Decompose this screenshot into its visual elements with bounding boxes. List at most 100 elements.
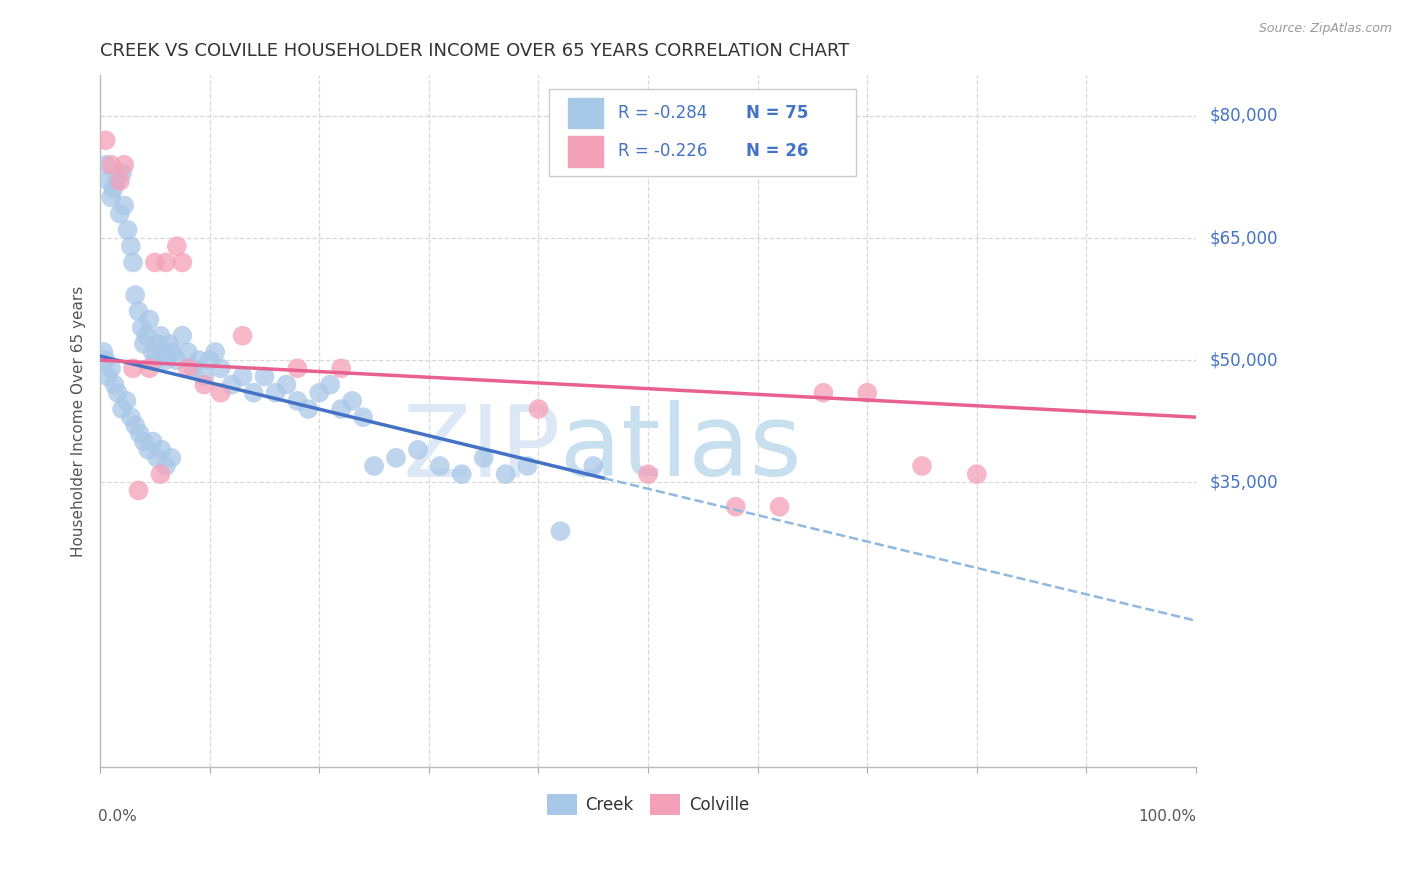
Point xyxy=(142,345,165,359)
Point xyxy=(127,304,149,318)
Text: R = -0.226: R = -0.226 xyxy=(619,143,707,161)
Point xyxy=(768,500,790,514)
Point xyxy=(122,255,145,269)
Point xyxy=(198,353,221,368)
Point xyxy=(103,182,125,196)
Legend: Creek, Colville: Creek, Colville xyxy=(540,788,755,822)
Point xyxy=(242,385,264,400)
Point xyxy=(177,345,200,359)
Point xyxy=(181,361,204,376)
Point xyxy=(813,385,835,400)
Text: ZIP: ZIP xyxy=(402,401,561,498)
Point xyxy=(330,402,353,417)
Text: R = -0.284: R = -0.284 xyxy=(619,104,707,122)
Point xyxy=(330,361,353,376)
Point xyxy=(160,450,183,465)
Point xyxy=(287,393,309,408)
Point xyxy=(100,158,122,172)
Text: $35,000: $35,000 xyxy=(1211,474,1278,491)
Point xyxy=(193,369,215,384)
Point xyxy=(429,458,451,473)
Point xyxy=(516,458,538,473)
Point xyxy=(264,385,287,400)
Point xyxy=(966,467,988,482)
Point xyxy=(232,328,254,343)
Point xyxy=(232,369,254,384)
Point xyxy=(340,393,363,408)
Text: $65,000: $65,000 xyxy=(1211,229,1278,247)
Text: N = 26: N = 26 xyxy=(745,143,808,161)
Point xyxy=(100,361,122,376)
Point xyxy=(221,377,243,392)
Point xyxy=(155,255,177,269)
Point xyxy=(124,418,146,433)
Point xyxy=(124,288,146,302)
Point xyxy=(138,361,160,376)
Point xyxy=(637,467,659,482)
Point xyxy=(115,393,138,408)
Point xyxy=(162,345,184,359)
Point xyxy=(94,158,117,172)
Text: N = 75: N = 75 xyxy=(745,104,808,122)
Point xyxy=(582,458,605,473)
Point xyxy=(152,345,174,359)
Point xyxy=(287,361,309,376)
Point xyxy=(94,133,117,147)
Point xyxy=(132,434,155,449)
Point xyxy=(127,483,149,498)
Bar xyxy=(568,98,603,128)
Point xyxy=(172,255,194,269)
Point xyxy=(146,450,169,465)
Text: $50,000: $50,000 xyxy=(1211,351,1278,369)
Point xyxy=(108,174,131,188)
Point xyxy=(142,434,165,449)
Text: $80,000: $80,000 xyxy=(1211,107,1278,125)
Point xyxy=(135,328,157,343)
Point xyxy=(143,353,166,368)
Point xyxy=(108,206,131,220)
Point xyxy=(128,426,150,441)
Y-axis label: Householder Income Over 65 years: Householder Income Over 65 years xyxy=(72,285,86,557)
Text: 0.0%: 0.0% xyxy=(98,809,136,824)
Point xyxy=(97,174,120,188)
Point xyxy=(297,402,319,417)
Point xyxy=(112,198,135,212)
Point xyxy=(157,337,180,351)
Point xyxy=(166,239,188,253)
Point xyxy=(724,500,747,514)
Point xyxy=(132,337,155,351)
Text: Source: ZipAtlas.com: Source: ZipAtlas.com xyxy=(1258,22,1392,36)
Point xyxy=(352,410,374,425)
Text: 100.0%: 100.0% xyxy=(1137,809,1197,824)
Point xyxy=(149,467,172,482)
Point xyxy=(100,190,122,204)
Point xyxy=(94,353,117,368)
Point xyxy=(527,402,550,417)
Point xyxy=(143,255,166,269)
Point xyxy=(112,158,135,172)
Point xyxy=(172,328,194,343)
Point xyxy=(308,385,330,400)
Point xyxy=(122,361,145,376)
Point xyxy=(472,450,495,465)
Point xyxy=(253,369,276,384)
Point xyxy=(105,174,128,188)
Point xyxy=(450,467,472,482)
FancyBboxPatch shape xyxy=(550,89,856,176)
Point xyxy=(363,458,385,473)
Point xyxy=(155,458,177,473)
Point xyxy=(107,385,129,400)
Text: CREEK VS COLVILLE HOUSEHOLDER INCOME OVER 65 YEARS CORRELATION CHART: CREEK VS COLVILLE HOUSEHOLDER INCOME OVE… xyxy=(100,42,849,60)
Point xyxy=(93,345,115,359)
Point xyxy=(131,320,153,334)
Point xyxy=(385,450,408,465)
Point xyxy=(150,442,173,457)
Point xyxy=(209,361,232,376)
Point xyxy=(155,353,177,368)
Point xyxy=(138,312,160,326)
Point xyxy=(550,524,572,538)
Point xyxy=(149,328,172,343)
Bar xyxy=(568,136,603,167)
Point xyxy=(319,377,342,392)
Point xyxy=(117,223,139,237)
